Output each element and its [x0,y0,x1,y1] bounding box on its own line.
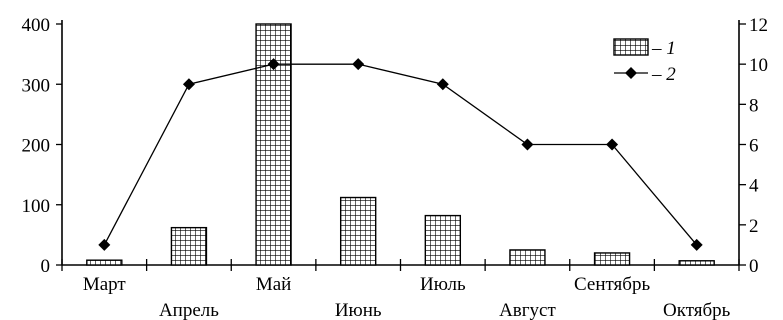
y-left-tick-label: 200 [22,136,51,157]
x-tick-label: Июнь [335,300,382,320]
x-tick-label: Август [499,300,556,320]
x-tick-label: Март [83,274,127,295]
x-tick-label: Апрель [159,300,219,320]
bar [678,260,715,266]
legend: – 1– 2 [613,38,676,85]
bar [424,214,462,266]
legend-label-2: – 2 [651,64,676,85]
line-point-marker [690,238,703,251]
line-point-marker [182,78,195,91]
legend-bar-swatch [613,38,649,56]
series-line [103,63,698,246]
bar [170,226,208,266]
y-right-tick-label: 2 [749,216,759,237]
y-left-tick-label: 100 [22,196,51,217]
bar [593,252,631,266]
line-point-marker [606,138,619,151]
bar [86,259,123,266]
bar [339,196,377,266]
bar-series [86,23,715,266]
y-left-tick-label: 400 [22,15,51,36]
line-series [98,58,703,251]
x-tick-label: Июль [420,274,466,295]
y-right-tick-label: 12 [749,15,768,36]
axes [56,20,746,271]
y-right-tick-label: 6 [749,136,759,157]
line-point-marker [436,78,449,91]
y-right-tick-label: 4 [749,176,759,197]
y-right-tick-label: 10 [749,55,768,76]
tick-labels: 0 100 200 300 400 0 2 4 6 8 10 12 Март Апрель Май Июнь И… [22,15,769,320]
legend-label-1: – 1 [651,38,676,59]
y-left-tick-label: 300 [22,75,51,96]
bar [509,249,546,266]
y-left-tick-label: 0 [41,256,51,277]
x-tick-label: Май [256,274,292,295]
line-point-marker [521,138,534,151]
y-right-tick-label: 0 [749,256,759,277]
line-point-marker [267,58,280,71]
legend-line-marker [625,67,637,79]
y-right-tick-label: 8 [749,95,759,116]
x-tick-label: Сентябрь [574,274,650,295]
line-point-marker [98,238,111,251]
line-point-marker [352,58,365,71]
x-tick-label: Октябрь [663,300,731,320]
